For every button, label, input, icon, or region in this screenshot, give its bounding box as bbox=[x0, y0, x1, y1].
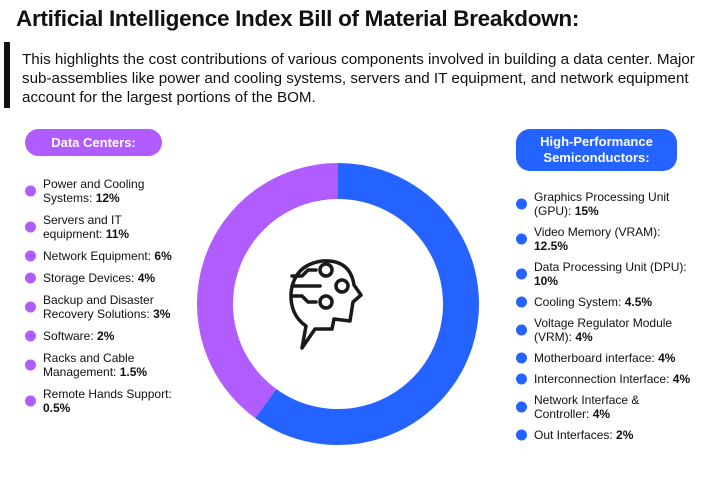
legend-item: Cooling System: 4.5% bbox=[516, 295, 696, 309]
semiconductors-label-text: High-Performance Semiconductors: bbox=[540, 134, 653, 165]
legend-value: 2% bbox=[616, 428, 634, 442]
legend-dot bbox=[25, 359, 36, 371]
legend-value: 4% bbox=[658, 351, 676, 365]
legend-label: Network Equipment: bbox=[43, 249, 152, 263]
donut-slice-data-centers bbox=[197, 163, 339, 419]
legend-value: 4% bbox=[592, 407, 611, 421]
legend-item: Interconnection Interface: 4% bbox=[516, 372, 696, 386]
legend-item: Servers and IT equipment: 11% bbox=[25, 213, 175, 241]
legend-label: Cooling System: bbox=[534, 295, 622, 309]
legend-dot bbox=[25, 250, 36, 262]
legend-item: Data Processing Unit (DPU): 10% bbox=[516, 260, 696, 288]
legend-item: Software: 2% bbox=[25, 329, 175, 343]
legend-dot bbox=[516, 268, 527, 280]
legend-dot bbox=[25, 301, 36, 313]
semiconductors-label: High-Performance Semiconductors: bbox=[516, 129, 677, 171]
legend-value: 15% bbox=[574, 204, 599, 218]
legend-value: 4% bbox=[672, 372, 691, 386]
data-centers-legend: Power and Cooling Systems: 12% Servers an… bbox=[25, 177, 175, 423]
legend-label: Backup and Disaster Recovery Solutions: bbox=[43, 293, 154, 321]
legend-dot bbox=[516, 373, 527, 385]
legend-label: Network Interface & Controller: bbox=[534, 393, 640, 421]
legend-value: 4% bbox=[575, 330, 593, 344]
legend-item: Voltage Regulator Module (VRM): 4% bbox=[516, 316, 696, 344]
legend-label: Video Memory (VRAM): bbox=[534, 225, 661, 239]
legend-dot bbox=[25, 330, 36, 342]
legend-label: Remote Hands Support: bbox=[43, 387, 172, 401]
legend-label: Storage Devices: bbox=[43, 271, 135, 285]
legend-dot bbox=[25, 395, 36, 407]
legend-label: Interconnection Interface: bbox=[534, 372, 670, 386]
legend-label: Data Processing Unit (DPU): bbox=[534, 260, 687, 274]
legend-dot bbox=[516, 429, 527, 441]
legend-item: Remote Hands Support: 0.5% bbox=[25, 387, 175, 415]
semiconductors-legend: Graphics Processing Unit (GPU): 15% Video… bbox=[516, 190, 696, 449]
legend-label: Motherboard interface: bbox=[534, 351, 655, 365]
legend-dot bbox=[25, 221, 36, 233]
legend-item: Backup and Disaster Recovery Solutions: … bbox=[25, 293, 175, 321]
legend-item: Motherboard interface: 4% bbox=[516, 351, 696, 365]
legend-item: Racks and Cable Management: 1.5% bbox=[25, 351, 175, 379]
legend-value: 10% bbox=[534, 274, 559, 288]
legend-dot bbox=[516, 296, 527, 308]
data-centers-label: Data Centers: bbox=[25, 129, 162, 156]
legend-dot bbox=[516, 401, 527, 413]
legend-item: Graphics Processing Unit (GPU): 15% bbox=[516, 190, 696, 218]
accent-bar bbox=[4, 42, 10, 108]
legend-label: Servers and IT equipment: bbox=[43, 213, 122, 241]
donut-chart bbox=[197, 163, 479, 445]
legend-label: Software: bbox=[43, 329, 94, 343]
legend-item: Network Equipment: 6% bbox=[25, 249, 175, 263]
donut-slice-semiconductors bbox=[255, 163, 479, 445]
legend-value: 4% bbox=[137, 271, 156, 285]
legend-dot bbox=[25, 272, 36, 284]
legend-label: Graphics Processing Unit (GPU): bbox=[534, 190, 670, 218]
legend-dot bbox=[516, 233, 527, 245]
legend-value: 0.5% bbox=[43, 401, 71, 415]
legend-value: 12% bbox=[95, 191, 120, 205]
legend-label: Voltage Regulator Module (VRM): bbox=[534, 316, 673, 344]
legend-dot bbox=[516, 198, 527, 210]
legend-label: Out Interfaces: bbox=[534, 428, 613, 442]
legend-item: Storage Devices: 4% bbox=[25, 271, 175, 285]
legend-value: 1.5% bbox=[119, 365, 148, 379]
legend-label: Racks and Cable Management: bbox=[43, 351, 135, 379]
legend-value: 2% bbox=[97, 329, 115, 343]
legend-value: 3% bbox=[153, 307, 171, 321]
legend-item: Network Interface & Controller: 4% bbox=[516, 393, 696, 421]
legend-value: 6% bbox=[154, 249, 172, 263]
legend-dot bbox=[516, 352, 527, 364]
legend-dot bbox=[516, 324, 527, 336]
ai-head-circuit-icon bbox=[289, 259, 363, 350]
description: This highlights the cost contributions o… bbox=[22, 51, 695, 106]
legend-dot bbox=[25, 185, 36, 197]
legend-value: 4.5% bbox=[624, 295, 653, 309]
legend-value: 12.5% bbox=[534, 239, 569, 253]
legend-item: Video Memory (VRAM): 12.5% bbox=[516, 225, 696, 253]
legend-value: 11% bbox=[105, 227, 130, 241]
legend-item: Power and Cooling Systems: 12% bbox=[25, 177, 175, 205]
legend-label: Power and Cooling Systems: bbox=[43, 177, 145, 205]
legend-item: Out Interfaces: 2% bbox=[516, 428, 696, 442]
page-title: Artificial Intelligence Index Bill of Ma… bbox=[16, 6, 580, 31]
